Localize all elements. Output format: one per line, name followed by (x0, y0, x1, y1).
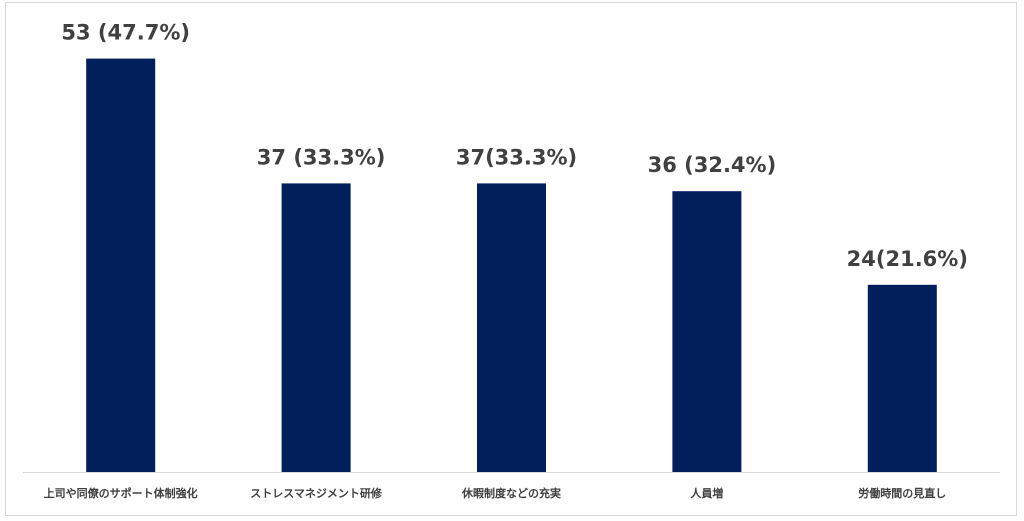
bar (281, 183, 351, 472)
category-tick-label: 人員増 (690, 486, 723, 500)
bar-value-label: 37 (33.3%) (257, 145, 386, 169)
bar-value-label: 36 (32.4%) (648, 153, 777, 177)
bar (477, 183, 546, 472)
category-tick-label: 上司や同僚のサポート体制強化 (44, 486, 198, 500)
bar (86, 58, 156, 472)
bar (867, 284, 937, 472)
bar (672, 191, 742, 472)
bar-value-label: 24(21.6%) (847, 247, 968, 271)
category-tick-label: 休暇制度などの充実 (461, 486, 561, 500)
bar-value-label: 37(33.3%) (456, 145, 577, 169)
bar-value-label: 53 (47.7%) (61, 21, 190, 45)
category-tick-label: ストレスマネジメント研修 (250, 486, 383, 500)
category-tick-label: 労働時間の見直し (858, 486, 946, 500)
